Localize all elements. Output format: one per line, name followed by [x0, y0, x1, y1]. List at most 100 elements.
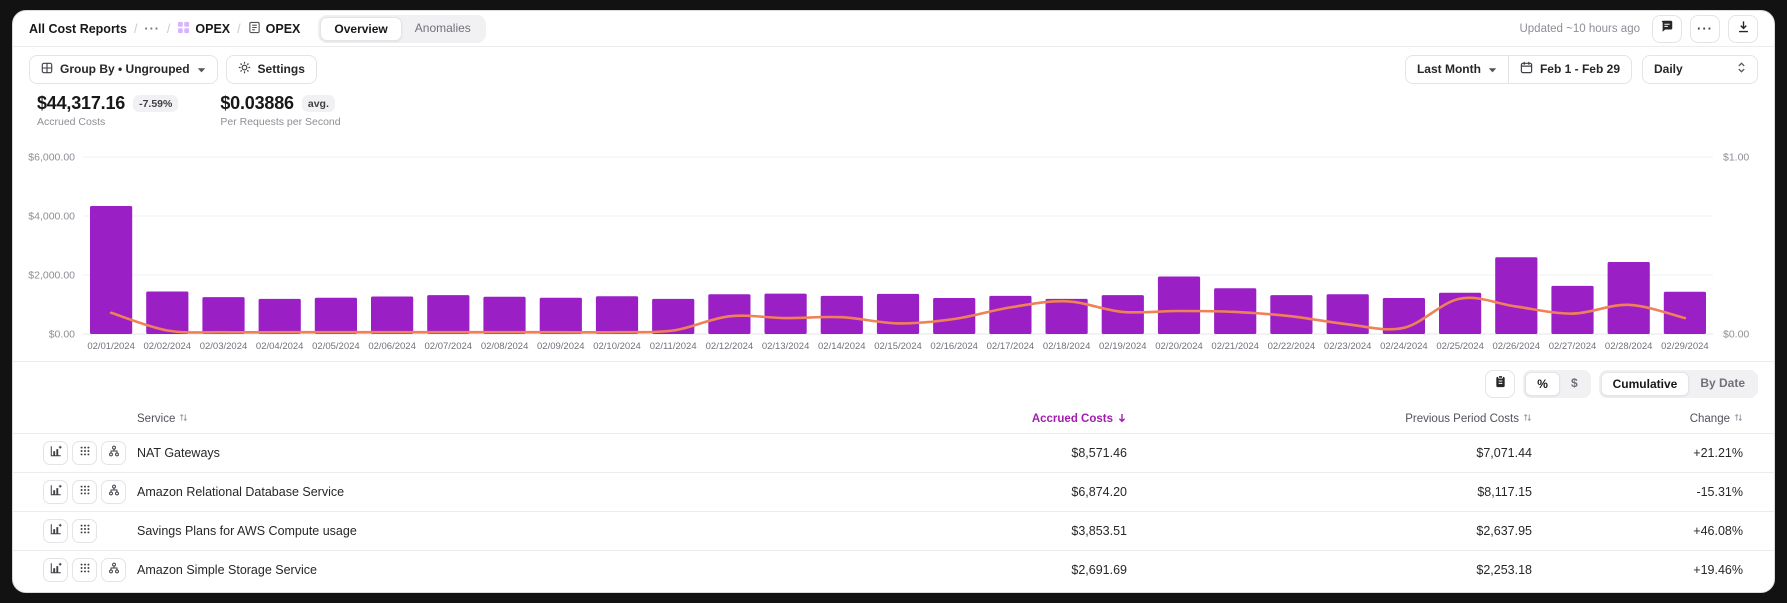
column-header-service[interactable]: Service — [137, 413, 887, 425]
bar-02/10/2024[interactable] — [595, 296, 639, 334]
bar-02/03/2024[interactable] — [202, 297, 245, 334]
bar-02/26/2024[interactable] — [1495, 257, 1538, 334]
report-icon — [248, 21, 261, 37]
settings-button[interactable]: Settings — [225, 54, 317, 84]
bar-02/19/2024[interactable] — [1101, 295, 1144, 334]
x-axis-tick: 02/28/2024 — [1605, 341, 1653, 352]
service-name[interactable]: Savings Plans for AWS Compute usage — [137, 524, 357, 538]
breadcrumb-collapsed-button[interactable]: ··· — [144, 21, 160, 36]
x-axis-tick: 02/06/2024 — [368, 341, 416, 352]
tab-anomalies[interactable]: Anomalies — [414, 20, 471, 35]
table-row: Savings Plans for AWS Compute usage $3,85… — [13, 511, 1774, 550]
column-header-accrued-costs[interactable]: Accrued Costs — [1032, 413, 1127, 426]
bar-02/02/2024[interactable] — [146, 291, 189, 335]
bar-02/29/2024[interactable] — [1663, 291, 1706, 334]
download-button[interactable] — [1728, 14, 1758, 43]
breadcrumb-root[interactable]: All Cost Reports — [29, 21, 127, 36]
bar-02/09/2024[interactable] — [539, 297, 582, 334]
breadcrumb-parent-label: OPEX — [195, 21, 231, 36]
hierarchy-icon-button[interactable] — [101, 558, 126, 582]
right-axis-tick: $0.00 — [1723, 329, 1749, 341]
cumulative-toggle[interactable]: Cumulative — [1600, 371, 1690, 396]
left-axis-tick: $0.00 — [49, 329, 75, 341]
bar-02/20/2024[interactable] — [1157, 276, 1201, 335]
grid-icon — [41, 62, 53, 77]
percent-toggle[interactable]: % — [1525, 371, 1560, 396]
x-axis-tick: 02/04/2024 — [256, 341, 304, 352]
by-date-toggle[interactable]: By Date — [1700, 375, 1745, 390]
x-axis-tick: 02/23/2024 — [1324, 341, 1372, 352]
x-axis-tick: 02/01/2024 — [87, 341, 135, 352]
service-name[interactable]: NAT Gateways — [137, 446, 220, 460]
bar-02/16/2024[interactable] — [933, 298, 976, 334]
previous-period-cost-value: $8,117.15 — [1477, 485, 1532, 499]
x-axis-tick: 02/14/2024 — [818, 341, 866, 352]
calendar-icon — [1520, 61, 1533, 77]
bar-02/22/2024[interactable] — [1270, 295, 1313, 334]
chart-add-icon-button[interactable] — [43, 441, 68, 465]
right-axis-tick: $1.00 — [1723, 152, 1749, 164]
breadcrumb-current[interactable]: OPEX — [248, 21, 300, 37]
chart-add-icon-button[interactable] — [43, 519, 68, 543]
bar-02/12/2024[interactable] — [708, 294, 751, 334]
sort-icon — [1734, 413, 1743, 425]
report-summary-button[interactable] — [1485, 369, 1516, 398]
bar-02/13/2024[interactable] — [764, 293, 807, 334]
bar-02/01/2024[interactable] — [90, 206, 133, 334]
row-action-buttons — [43, 480, 137, 504]
cost-chart: $0.00 $2,000.00 $4,000.00 $6,000.00 $1.00 $0.… — [13, 131, 1774, 361]
bar-02/18/2024[interactable] — [1045, 298, 1088, 334]
service-name[interactable]: Amazon Simple Storage Service — [137, 563, 317, 577]
x-axis-tick: 02/21/2024 — [1211, 341, 1259, 352]
breadcrumb-separator: / — [166, 21, 171, 36]
dollar-toggle[interactable]: $ — [1570, 375, 1578, 390]
per-request-avg-badge: avg. — [301, 95, 335, 112]
per-request-value: $0.03886 — [220, 93, 294, 113]
accrued-costs-value: $44,317.16 — [37, 93, 126, 113]
x-axis-tick: 02/24/2024 — [1380, 341, 1428, 352]
chart-add-icon-button[interactable] — [43, 558, 68, 582]
x-axis-tick: 02/05/2024 — [312, 341, 360, 352]
bar-02/11/2024[interactable] — [652, 298, 695, 334]
hierarchy-icon-button[interactable] — [101, 480, 126, 504]
x-axis-tick: 02/09/2024 — [537, 341, 585, 352]
hierarchy-icon — [108, 483, 120, 501]
download-icon — [1737, 20, 1750, 38]
bar-02/07/2024[interactable] — [427, 295, 470, 334]
grid-icon-button[interactable] — [72, 441, 97, 465]
service-name[interactable]: Amazon Relational Database Service — [137, 485, 345, 499]
date-range-button[interactable]: Feb 1 - Feb 29 — [1508, 54, 1632, 84]
toolbar: Group By • Ungrouped Settings Last Month… — [13, 47, 1774, 91]
period-dropdown[interactable]: Last Month — [1404, 54, 1509, 84]
bar-02/23/2024[interactable] — [1326, 294, 1369, 334]
column-header-previous-period[interactable]: Previous Period Costs — [1405, 413, 1532, 425]
bar-02/17/2024[interactable] — [989, 295, 1032, 334]
tab-overview[interactable]: Overview — [320, 16, 402, 41]
bar-02/05/2024[interactable] — [314, 297, 357, 334]
group-by-button[interactable]: Group By • Ungrouped — [29, 54, 218, 84]
chart-add-icon-button[interactable] — [43, 480, 68, 504]
view-tabs: Overview Anomalies — [318, 14, 486, 43]
bar-02/08/2024[interactable] — [483, 296, 526, 334]
grid-icon-button[interactable] — [72, 558, 97, 582]
bar-02/15/2024[interactable] — [876, 293, 920, 334]
bar-02/04/2024[interactable] — [258, 298, 301, 334]
bar-02/14/2024[interactable] — [820, 295, 863, 334]
comments-button[interactable] — [1652, 14, 1682, 43]
granularity-label: Daily — [1654, 62, 1683, 76]
chevron-down-icon — [1488, 62, 1497, 76]
grid-icon-button[interactable] — [72, 480, 97, 504]
granularity-select[interactable]: Daily — [1642, 54, 1758, 84]
grid-icon-button[interactable] — [72, 519, 97, 543]
column-header-change[interactable]: Change — [1690, 413, 1743, 425]
settings-label: Settings — [257, 62, 305, 76]
accrued-cost-value: $3,853.51 — [1071, 524, 1127, 538]
updated-timestamp: Updated ~10 hours ago — [1519, 22, 1640, 35]
bar-02/06/2024[interactable] — [371, 296, 414, 335]
more-actions-button[interactable]: ··· — [1690, 14, 1720, 43]
bar-02/27/2024[interactable] — [1551, 285, 1594, 334]
hierarchy-icon-button[interactable] — [101, 441, 126, 465]
bar-02/28/2024[interactable] — [1607, 262, 1650, 334]
breadcrumb-parent[interactable]: OPEX — [177, 21, 230, 37]
table-header-row: Service Accrued Costs Previous Period Co… — [13, 405, 1774, 433]
